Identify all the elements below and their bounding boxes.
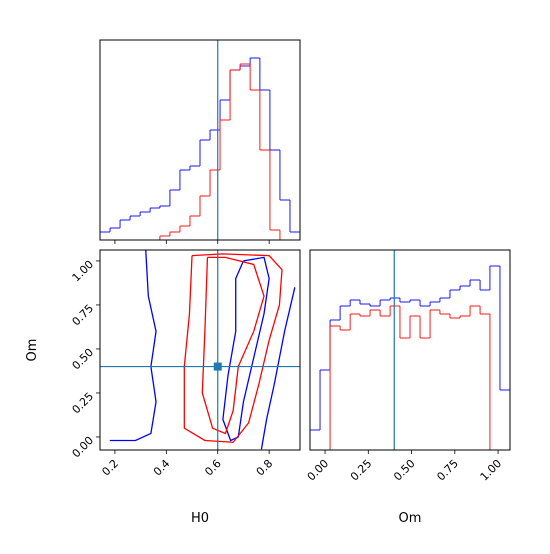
- axes-frame: [309, 249, 511, 451]
- x-axis-label: Om: [399, 511, 422, 526]
- contour-line: [260, 287, 296, 450]
- contour-line: [201, 256, 265, 435]
- contour-line: [109, 250, 157, 442]
- x-axis-label: H0: [191, 511, 209, 526]
- contour-line: [183, 253, 283, 443]
- axes-frame: [99, 39, 301, 241]
- contour-line: [222, 256, 270, 442]
- y-axis-label: Om: [25, 339, 40, 362]
- axes-frame: [99, 249, 301, 451]
- truth-marker: [213, 362, 222, 371]
